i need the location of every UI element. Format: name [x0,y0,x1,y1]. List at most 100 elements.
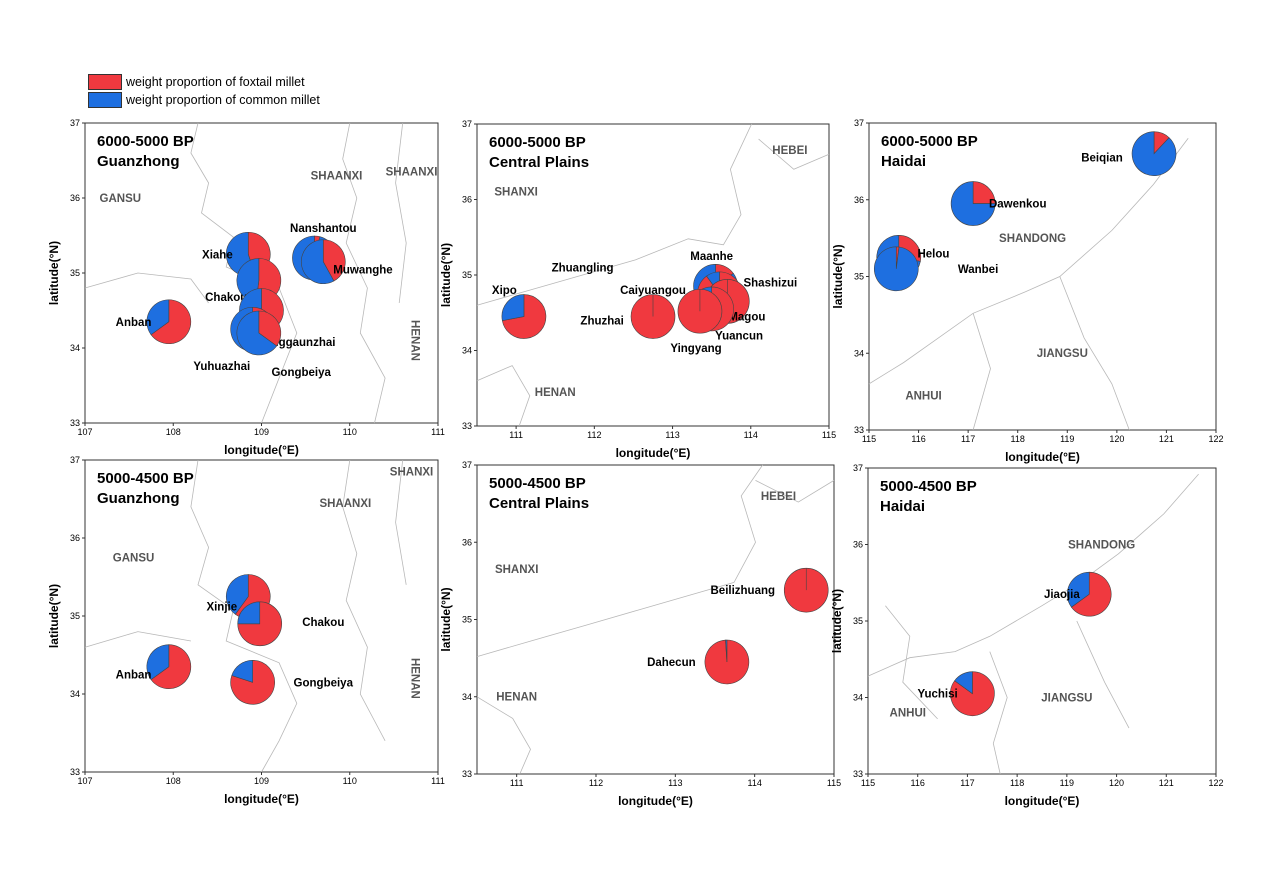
site-label-magou: Magou [728,312,765,324]
pie-slice-common [1066,571,1090,608]
site-label-helou: Helou [917,248,949,260]
region-label-shandong: SHANDONG [999,233,1066,245]
pie-caiyuangou [630,294,676,339]
pie-dawenkou [950,181,996,226]
panel-region: Central Plains [489,495,589,512]
map-panel-2: 111 112 113 114 115 33 34 35 36 37 longitude(°E) la… [439,119,836,460]
y-axis-label: latitude(°N) [831,244,845,308]
province-border [885,605,938,720]
province-borders [84,459,407,773]
legend-label-foxtail: weight proportion of foxtail millet [126,75,305,89]
province-border [476,696,531,775]
x-tick-label: 113 [668,778,682,788]
y-tick-label: 33 [462,421,472,431]
province-border [867,473,1199,677]
site-label-gongbeiya: Gongbeiya [294,677,354,689]
province-border [868,138,1189,385]
x-tick-label: 118 [1011,434,1025,444]
region-label-shandong: SHANDONG [1068,539,1135,551]
y-tick-label: 36 [462,195,472,205]
pie-beiqian [1131,131,1177,176]
region-label-shaanxi: SHAANXI [319,498,371,510]
province-border [342,459,386,741]
y-tick-label: 35 [70,268,80,278]
pie-slice-common [300,239,335,285]
site-label-xinjie: Xinjie [206,602,237,614]
x-tick-label: 109 [254,427,269,437]
y-tick-label: 35 [462,270,472,280]
site-label-zhuzhai: Zhuzhai [580,315,623,327]
x-axis-label: longitude(°E) [224,443,299,457]
site-label-yuchisi: Yuchisi [917,689,957,701]
region-label-anhui: ANHUI [905,390,941,402]
y-tick-label: 34 [853,693,863,703]
y-axis-label: latitude(°N) [439,587,453,651]
x-tick-label: 110 [343,776,357,786]
region-label-henan: HENAN [409,658,421,699]
site-label-beilizhuang: Beilizhuang [711,585,776,597]
y-tick-label: 37 [70,118,80,128]
site-label-gongbeiya: Gongbeiya [271,367,331,379]
province-border [190,459,298,773]
province-border [395,459,407,585]
x-tick-label: 120 [1109,778,1124,788]
region-label-shaanxi: SHAANXI [386,167,438,179]
y-tick-label: 36 [853,540,863,550]
map-panel-5: 111 112 113 114 115 33 34 35 36 37 longitude(°E) la… [439,460,841,808]
site-label-zhuangling: Zhuangling [552,262,614,274]
province-borders [476,123,830,427]
site-label-nanshantou: Nanshantou [290,223,356,235]
province-border [342,122,386,424]
x-tick-label: 116 [911,434,925,444]
province-border [989,651,1008,775]
x-tick-label: 112 [587,430,601,440]
region-label-hebei: HEBEI [761,491,796,503]
map-panel-3: 115 116 117 118 119 120 121 122 33 34 35 36 37 longit… [831,118,1224,464]
province-border [1076,620,1130,729]
map-frame [476,123,830,427]
y-tick-label: 33 [462,769,472,779]
x-tick-label: 111 [510,778,524,788]
site-label-xiahe: Xiahe [202,249,233,261]
panel-region: Central Plains [489,154,589,171]
x-tick-label: 111 [509,430,523,440]
panel-period: 6000-5000 BP [489,134,586,151]
pie-yingyang [677,288,723,334]
site-label-caiyuangou: Caiyuangou [620,285,686,297]
province-border [758,138,830,170]
x-tick-label: 115 [822,430,836,440]
y-tick-label: 36 [854,195,864,205]
region-label-shanxi: SHANXI [390,467,433,479]
region-label-shanxi: SHANXI [495,564,538,576]
y-tick-label: 35 [462,615,472,625]
y-tick-label: 37 [70,455,80,465]
province-border [476,365,531,427]
region-label-gansu: GANSU [100,193,142,205]
site-label-chakou: Chakou [302,617,344,629]
map-panel-1: 107 108 109 110 111 33 34 35 36 37 longitude(°E) la… [47,118,445,457]
y-tick-label: 37 [462,119,472,129]
province-border [755,480,835,503]
site-label-dawenkou: Dawenkou [989,199,1047,211]
region-label-jiangsu: JIANGSU [1037,348,1088,360]
x-tick-label: 114 [744,430,758,440]
region-label-henan: HENAN [409,320,421,361]
y-tick-label: 37 [853,463,863,473]
region-label-hebei: HEBEI [772,145,807,157]
site-label-beiqian: Beiqian [1081,153,1123,165]
pie-slice-common [950,181,996,226]
pie-slice-foxtail [258,310,282,347]
y-tick-label: 34 [462,346,472,356]
pie-slice-common [501,294,525,321]
site-label-anban: Anban [116,317,152,329]
x-axis-label: longitude(°E) [616,446,691,460]
province-border [972,313,991,431]
x-tick-label: 114 [747,778,761,788]
region-label-shanxi: SHANXI [494,187,537,199]
x-tick-label: 111 [431,427,445,437]
x-axis-label: longitude(°E) [1005,794,1080,808]
y-tick-label: 35 [70,611,80,621]
x-tick-label: 113 [665,430,679,440]
pie-dahecun [704,639,750,685]
y-axis-label: latitude(°N) [47,241,61,305]
